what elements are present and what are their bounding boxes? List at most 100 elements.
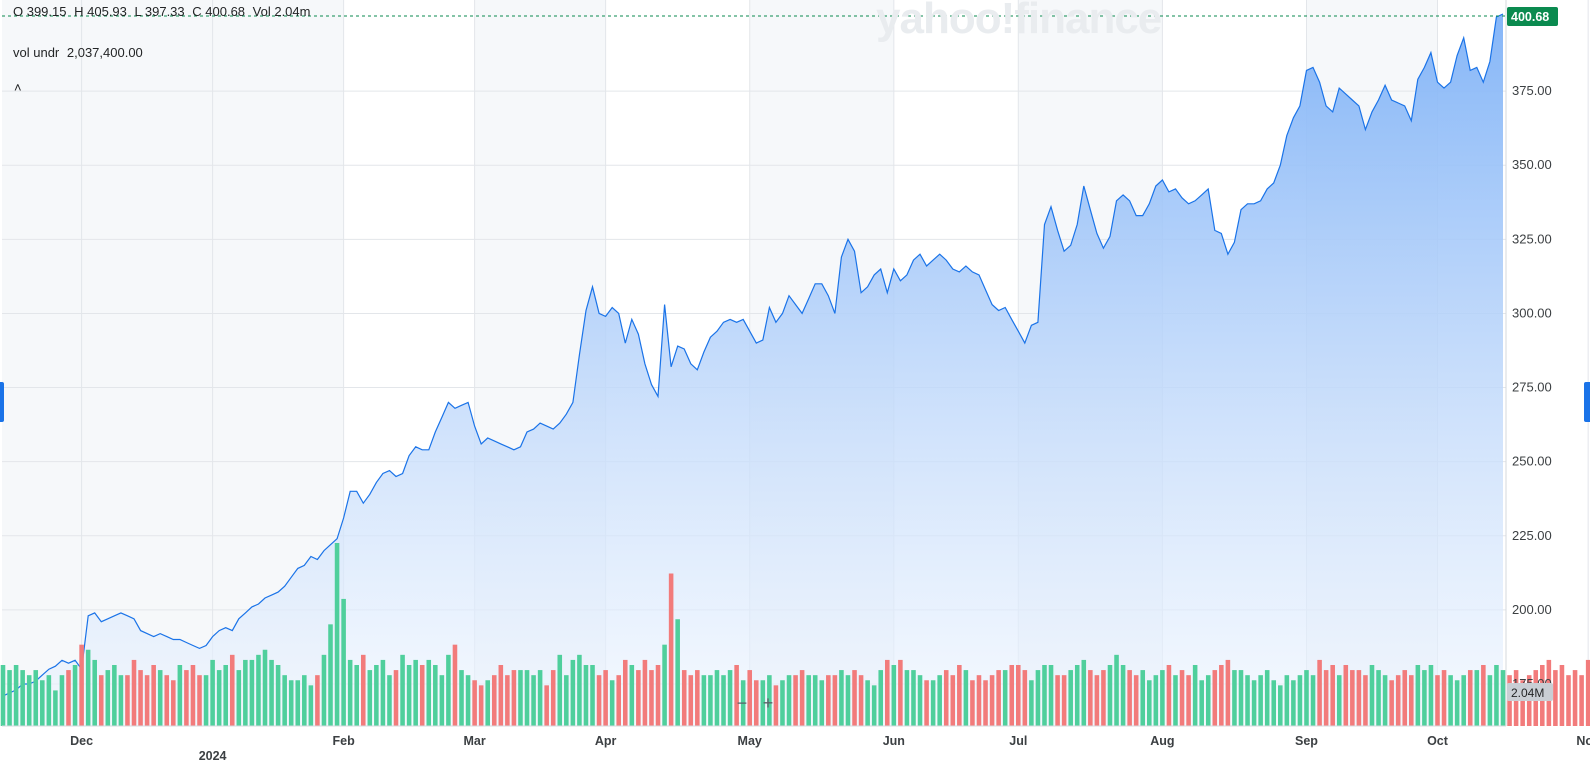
- volume-bar: [518, 670, 523, 726]
- volume-bar: [911, 670, 916, 726]
- volume-bar: [1088, 670, 1093, 726]
- volume-bar: [138, 670, 143, 726]
- y-tick-label: 225.00: [1512, 528, 1552, 543]
- volume-bar: [72, 665, 78, 726]
- volume-bar: [1009, 665, 1015, 726]
- last-volume-tag-label: 2.04M: [1511, 686, 1544, 700]
- y-tick-label: 300.00: [1512, 305, 1552, 320]
- volume-bar: [740, 680, 746, 726]
- volume-bar: [249, 659, 255, 726]
- volume-bar: [747, 670, 753, 726]
- volume-bar: [708, 675, 713, 726]
- x-tick-label: Jul: [1009, 734, 1027, 748]
- volume-bar: [1212, 670, 1218, 726]
- volume-bar: [577, 654, 582, 726]
- volume-bar: [413, 659, 418, 726]
- x-tick-label: Oct: [1427, 734, 1449, 748]
- volume-bar: [1376, 670, 1381, 726]
- low-value: L 397.33: [134, 4, 185, 19]
- volume-bar: [858, 675, 864, 726]
- volume-bar: [557, 654, 563, 726]
- collapse-caret-icon[interactable]: ˄: [14, 80, 22, 95]
- zoom-out-icon[interactable]: −: [736, 692, 748, 713]
- volume-bar: [452, 644, 458, 726]
- volume-bar: [380, 659, 386, 726]
- volume-bar: [937, 675, 942, 726]
- volume-bar: [884, 659, 890, 726]
- volume-bar: [275, 665, 281, 726]
- volume-bar: [1284, 675, 1290, 726]
- volume-bar: [799, 670, 805, 726]
- volume-bar: [347, 659, 353, 726]
- volume-bar: [197, 675, 202, 726]
- month-band: [2, 0, 82, 726]
- volume-bar: [1428, 665, 1434, 726]
- volume-bar: [0, 665, 6, 726]
- y-tick-label: 375.00: [1512, 83, 1552, 98]
- price-area: [3, 14, 1503, 726]
- volume-bar: [662, 644, 667, 726]
- volume-bar: [321, 654, 327, 726]
- volume-bar: [943, 670, 949, 726]
- volume-bar: [1166, 665, 1172, 726]
- volume-bar: [1133, 675, 1139, 726]
- volume-bar: [308, 685, 314, 726]
- watermark-logo: yahoo!finance: [876, 0, 1162, 43]
- volume-bar: [839, 670, 844, 726]
- volume-bar: [511, 670, 517, 726]
- volume-bar: [118, 675, 124, 726]
- volume-bar: [564, 675, 569, 726]
- volume-bar: [505, 675, 510, 726]
- volume-bar: [668, 573, 674, 726]
- volume-bar: [216, 670, 222, 726]
- volume-bar: [334, 543, 340, 726]
- x-tick-label: Nov: [1576, 734, 1590, 748]
- volume-bar: [256, 654, 261, 726]
- volume-bar: [1179, 670, 1185, 726]
- volume-bar: [33, 670, 39, 726]
- volume-bar: [583, 665, 589, 726]
- volume-bar: [1107, 665, 1113, 726]
- volume-bar: [544, 685, 549, 726]
- volume-bar: [642, 659, 648, 726]
- x-tick-label: Feb: [332, 734, 355, 748]
- price-line: [2, 13, 1504, 697]
- volume-legend: vol undr 2,037,400.00: [13, 45, 147, 60]
- volume-bar: [1042, 665, 1047, 726]
- volume-bar: [374, 665, 379, 726]
- volume-bar: [1232, 670, 1237, 726]
- volume-bar: [1382, 675, 1388, 726]
- volume-bar: [1323, 670, 1329, 726]
- volume-bar: [878, 670, 884, 726]
- volume-bar: [433, 665, 438, 726]
- volume-bar: [760, 680, 766, 726]
- volume-bar: [1553, 670, 1558, 726]
- volume-bar: [491, 675, 497, 726]
- close-value: C 400.68: [192, 4, 246, 19]
- volume-bar: [1192, 665, 1198, 726]
- volume-bar: [1173, 675, 1178, 726]
- x-tick-label: Aug: [1150, 734, 1174, 748]
- volume-bar: [1579, 675, 1584, 726]
- volume-bar: [1461, 675, 1466, 726]
- volume-bar: [262, 649, 268, 726]
- right-scroll-handle[interactable]: [1584, 382, 1590, 422]
- volume-bar: [767, 675, 772, 726]
- volume-bar: [144, 675, 150, 726]
- volume-bar: [537, 670, 543, 726]
- volume-bar: [1068, 670, 1073, 726]
- zoom-in-icon[interactable]: +: [762, 692, 774, 713]
- volume-bar: [1271, 680, 1277, 726]
- volume-bar: [891, 665, 897, 726]
- volume-bar: [871, 685, 877, 726]
- volume-bar: [282, 675, 287, 726]
- volume-bar: [1022, 670, 1028, 726]
- volume-bar: [1278, 685, 1283, 726]
- y-tick-label: 200.00: [1512, 602, 1552, 617]
- volume-bar: [930, 680, 936, 726]
- left-scroll-handle[interactable]: [0, 382, 4, 422]
- volume-bar: [904, 670, 910, 726]
- volume-bar: [1494, 665, 1499, 726]
- volume-bar: [570, 659, 576, 726]
